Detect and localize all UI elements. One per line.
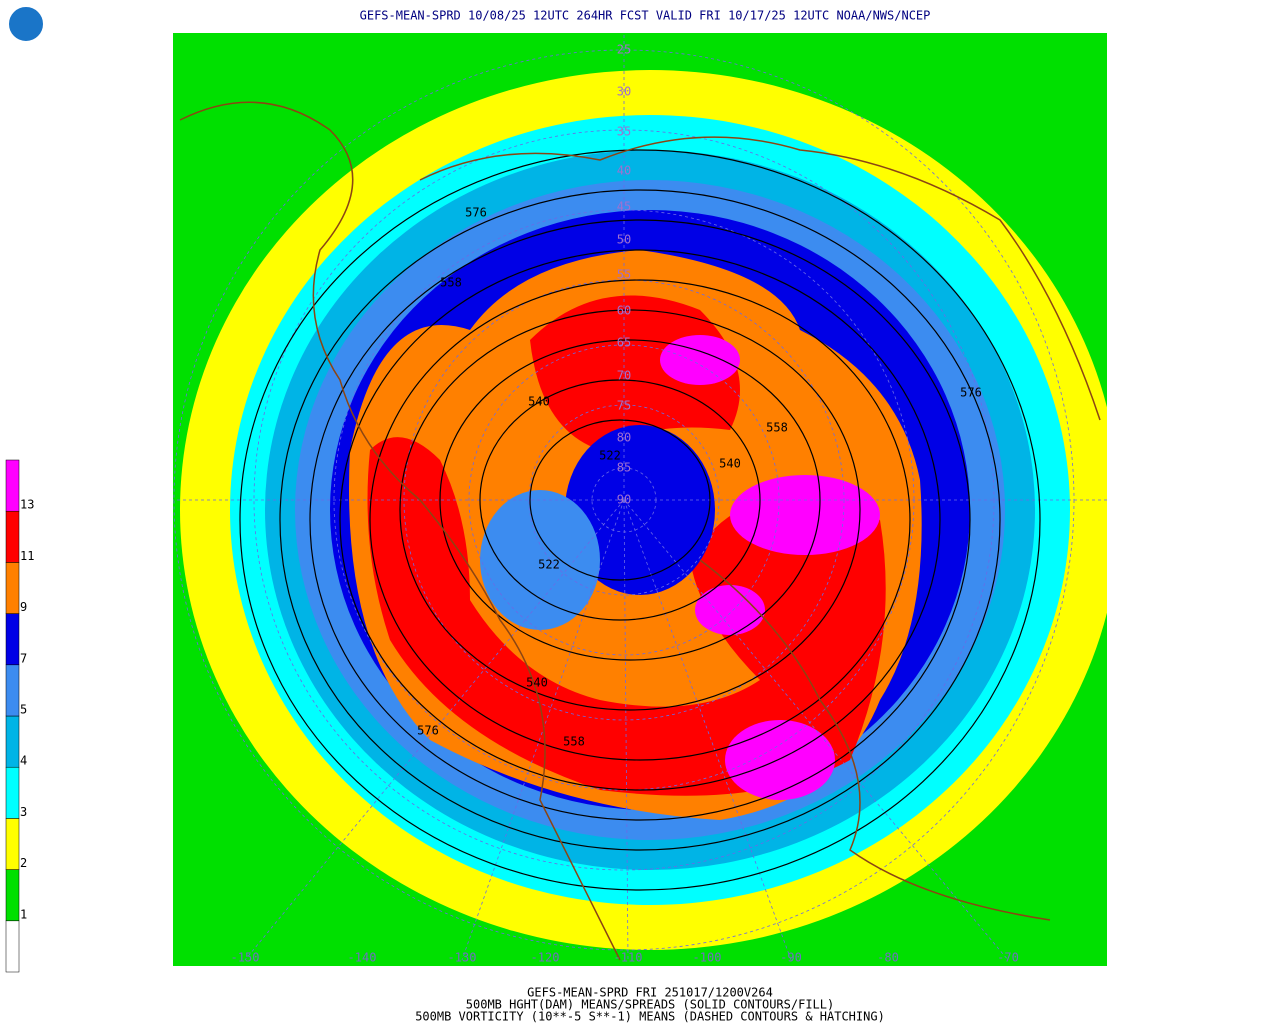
latitude-label: 25 [617, 43, 631, 57]
colorbar-label: 1 [20, 907, 27, 921]
footer-line: GEFS-MEAN-SPRD FRI 251017/1200V264 [527, 986, 773, 1000]
coastlines [179, 101, 1101, 961]
latitude-label: 85 [617, 461, 631, 475]
colorbar-swatch [5, 459, 20, 512]
latitude-label: 40 [617, 164, 631, 178]
contour-label: 558 [440, 276, 462, 290]
map-labels: 5765585405585765225405225405585762530354… [231, 43, 1019, 965]
colorbar-swatch [5, 664, 20, 717]
latitude-label: 75 [617, 399, 631, 413]
contour-label: 522 [599, 449, 621, 463]
latitude-label: 90 [617, 493, 631, 507]
contour-label: 558 [766, 421, 788, 435]
longitude-label: -100 [693, 951, 722, 965]
longitude-label: -150 [231, 951, 260, 965]
latitude-label: 30 [617, 85, 631, 99]
latitude-label: 35 [617, 125, 631, 139]
contour-label: 576 [465, 206, 487, 220]
fill-13c [660, 335, 740, 385]
longitude-label: -110 [614, 951, 643, 965]
contour-label: 558 [563, 735, 585, 749]
colorbar-label: 5 [20, 703, 27, 717]
latitude-label: 70 [617, 369, 631, 383]
latitude-label: 55 [617, 268, 631, 282]
longitude-label: -70 [997, 951, 1019, 965]
latitude-label: 60 [617, 304, 631, 318]
longitude-label: -80 [877, 951, 899, 965]
graticule [173, 33, 1107, 961]
longitude-label: -90 [780, 951, 802, 965]
height-contours [239, 149, 1041, 891]
latitude-label: 65 [617, 336, 631, 350]
colorbar-swatch [5, 562, 20, 614]
noaa-logo [7, 5, 45, 43]
colorbar-label: 7 [20, 651, 27, 665]
contour-label: 540 [526, 676, 548, 690]
contour-label: 522 [538, 558, 560, 572]
contour-label: 540 [719, 457, 741, 471]
colorbar-swatch [5, 818, 20, 870]
fill-5b [480, 490, 600, 630]
colorbar-swatch [5, 869, 20, 922]
colorbar-label: 11 [20, 549, 34, 563]
colorbar-swatch [5, 920, 20, 973]
colorbar-label: 3 [20, 805, 27, 819]
fill-7b [565, 425, 715, 595]
contour-label: 576 [960, 386, 982, 400]
colorbar-swatch [5, 715, 20, 768]
fill-13d [695, 585, 765, 635]
footer-line: 500MB VORTICITY (10**-5 S**-1) MEANS (DA… [415, 1010, 885, 1024]
colorbar-label: 13 [20, 498, 34, 512]
latitude-label: 50 [617, 233, 631, 247]
longitude-label: -120 [531, 951, 560, 965]
latitude-label: 80 [617, 431, 631, 445]
fill-13b [725, 720, 835, 800]
fill-11b [530, 295, 740, 450]
colorbar-label: 9 [20, 600, 27, 614]
colorbar-swatch [5, 613, 20, 666]
longitude-label: -140 [348, 951, 377, 965]
footer: GEFS-MEAN-SPRD FRI 251017/1200V264500MB … [415, 986, 885, 1024]
colorbar-label: 2 [20, 856, 27, 870]
title: GEFS-MEAN-SPRD 10/08/25 12UTC 264HR FCST… [360, 9, 931, 23]
contour-label: 576 [417, 724, 439, 738]
latitude-label: 45 [617, 200, 631, 214]
longitude-label: -130 [448, 951, 477, 965]
colorbar-label: 4 [20, 754, 27, 768]
colorbar: 1 2 3 4 5 7 9 11 13 [5, 459, 34, 973]
colorbar-swatch [5, 766, 20, 819]
map [173, 33, 1107, 966]
contour-label: 540 [528, 395, 550, 409]
colorbar-swatch [5, 510, 20, 563]
fill-13 [730, 475, 880, 555]
footer-line: 500MB HGHT(DAM) MEANS/SPREADS (SOLID CON… [466, 998, 834, 1012]
